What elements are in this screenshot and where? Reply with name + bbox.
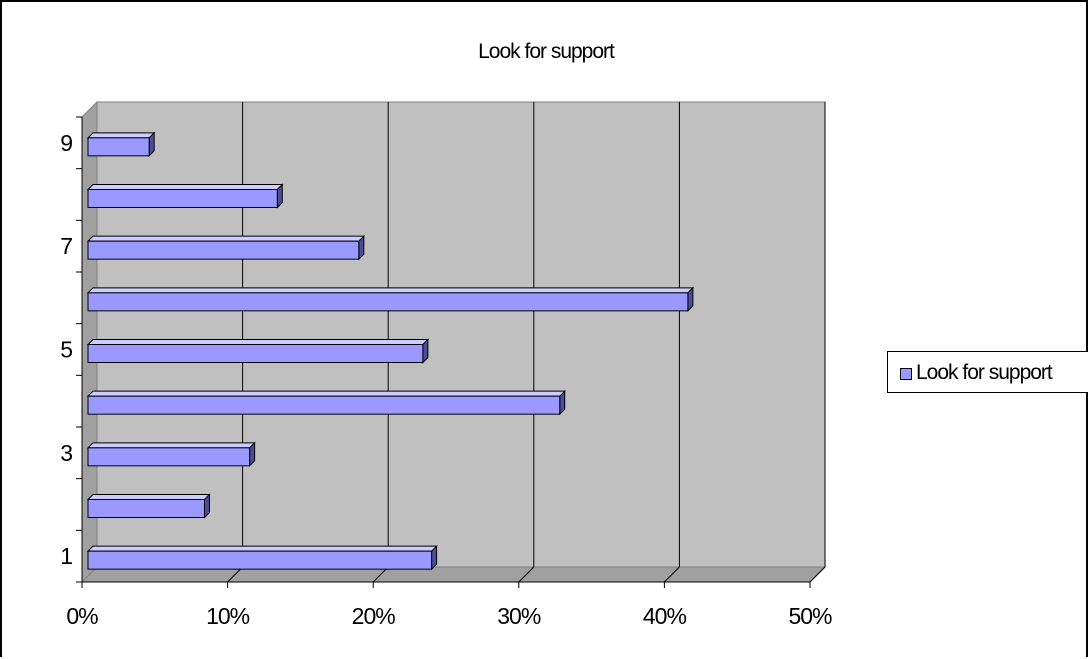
value-axis-tick-label: 10% [206,603,250,629]
bar-top-face [86,390,566,397]
bar-top-face [86,132,156,139]
bar [86,131,156,158]
bar-top-face [86,287,695,294]
bar-front-face [87,240,360,260]
bar-top-face [86,494,211,500]
bar-front-face [87,292,689,312]
bar-top-face [86,442,256,449]
category-axis-tick-label: 1 [60,543,72,569]
bar-front-face [87,344,424,363]
bar [86,286,695,313]
legend-swatch [900,368,912,380]
bar-top-face [86,184,284,190]
bar-front-face [87,550,433,570]
axes [76,116,811,588]
gridline-floor [809,566,826,583]
bar [86,389,566,416]
legend: Look for support [887,351,1088,393]
bar-top-face [86,339,430,345]
bar-front-face [87,447,251,467]
legend-label: Look for support [916,361,1053,384]
bar-top-face [86,545,438,552]
value-axis-tick-label: 20% [352,603,396,629]
gridlines [227,102,826,583]
chart-title: Look for support [478,40,615,63]
value-axis-tick-label: 40% [643,603,687,629]
gridline-floor [664,566,680,583]
value-axis-tick-label: 50% [788,603,832,629]
value-axis-tick-label: 30% [497,603,541,629]
bar-front-face [87,499,205,518]
tick-labels: 0% 10% 20% 30% 40% 50% 1 3 5 7 9 [60,130,833,629]
value-axis-tick-label: 0% [66,603,98,629]
bars [86,131,695,571]
bar [86,493,211,519]
category-axis-tick-label: 5 [60,337,72,363]
bar [86,183,284,209]
bar [86,441,256,468]
bar-front-face [87,189,278,208]
category-axis-tick-label: 9 [60,130,72,156]
category-axis-tick-label: 3 [60,440,72,466]
bar-front-face [87,137,150,157]
bar-top-face [86,235,366,242]
bar [86,338,430,364]
bar [86,544,438,571]
plot-wall [80,100,827,584]
gridline-floor [518,566,535,583]
bar-front-face [87,395,561,415]
category-axis-tick-label: 7 [60,233,72,259]
bar [86,234,366,261]
